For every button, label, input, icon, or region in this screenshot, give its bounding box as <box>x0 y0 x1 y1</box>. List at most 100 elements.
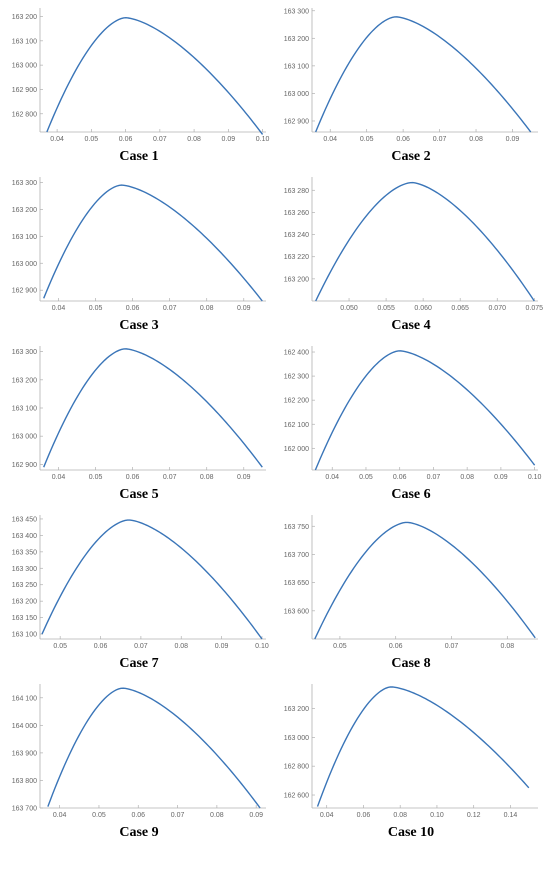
y-tick-label: 163 000 <box>284 735 309 742</box>
y-tick-label: 162 900 <box>12 87 37 94</box>
x-tick-label: 0.06 <box>393 474 407 481</box>
y-tick-label: 163 450 <box>12 516 37 523</box>
series-line <box>314 521 536 640</box>
x-tick-label: 0.06 <box>119 136 133 143</box>
line-chart: 162 900 163 000 163 100 163 200 163 300 0.04 0… <box>12 177 266 312</box>
y-tick-label: 163 240 <box>284 232 309 239</box>
series-line <box>43 348 263 468</box>
x-tick-label: 0.075 <box>526 305 544 312</box>
chart-panel: 163 200 163 220 163 240 163 260 163 280 0.050… <box>276 171 546 345</box>
line-chart: 162 900 163 000 163 100 163 200 163 300 0.04 0… <box>284 8 538 143</box>
y-tick-label: 163 200 <box>12 207 37 214</box>
x-tick-label: 0.08 <box>174 643 188 650</box>
series-line <box>47 687 261 809</box>
x-tick-label: 0.10 <box>255 643 269 650</box>
y-tick-label: 162 900 <box>12 462 37 469</box>
y-tick-label: 163 200 <box>284 706 309 713</box>
y-tick-label: 163 200 <box>284 276 309 283</box>
x-tick-label: 0.06 <box>396 136 410 143</box>
y-tick-label: 163 300 <box>12 349 37 356</box>
x-tick-label: 0.04 <box>320 812 334 819</box>
y-tick-label: 162 900 <box>12 288 37 295</box>
x-tick-label: 0.065 <box>451 305 469 312</box>
x-tick-label: 0.08 <box>200 474 214 481</box>
line-chart: 163 200 163 220 163 240 163 260 163 280 0.050… <box>284 177 544 312</box>
chart-title: Case 10 <box>387 825 435 840</box>
chart-title: Case 4 <box>391 318 431 333</box>
x-tick-label: 0.04 <box>323 136 337 143</box>
chart-panel: 163 600 163 650 163 700 163 750 0.05 0.06 0.07… <box>276 509 546 683</box>
x-tick-label: 0.05 <box>360 136 374 143</box>
x-tick-label: 0.055 <box>377 305 395 312</box>
x-tick-label: 0.09 <box>494 474 508 481</box>
y-tick-label: 163 200 <box>284 36 309 43</box>
y-tick-label: 163 100 <box>12 38 37 45</box>
chart-title: Case 7 <box>119 656 159 671</box>
x-tick-label: 0.070 <box>488 305 506 312</box>
x-tick-label: 0.06 <box>126 474 140 481</box>
x-tick-label: 0.08 <box>393 812 407 819</box>
y-tick-label: 163 250 <box>12 582 37 589</box>
x-tick-label: 0.09 <box>215 643 229 650</box>
chart-title: Case 2 <box>391 149 431 164</box>
y-tick-label: 163 600 <box>284 608 309 615</box>
series-line <box>46 17 264 135</box>
y-tick-label: 162 100 <box>284 422 309 429</box>
x-tick-label: 0.05 <box>92 812 106 819</box>
chart-panel: 163 100 163 150 163 200 163 250 163 300 163 3… <box>4 509 274 683</box>
series-line <box>315 16 532 133</box>
x-tick-label: 0.08 <box>500 643 514 650</box>
x-tick-label: 0.05 <box>53 643 67 650</box>
x-tick-label: 0.10 <box>528 474 542 481</box>
x-tick-label: 0.05 <box>89 305 103 312</box>
chart-panel: 162 900 163 000 163 100 163 200 163 300 0.04 0… <box>276 2 546 176</box>
y-tick-label: 163 000 <box>12 63 37 70</box>
y-tick-label: 163 700 <box>284 552 309 559</box>
x-tick-label: 0.10 <box>256 136 270 143</box>
x-tick-label: 0.14 <box>504 812 518 819</box>
y-tick-label: 163 900 <box>12 750 37 757</box>
x-tick-label: 0.050 <box>340 305 358 312</box>
x-tick-label: 0.07 <box>433 136 447 143</box>
y-tick-label: 163 200 <box>12 377 37 384</box>
y-tick-label: 163 350 <box>12 549 37 556</box>
x-tick-label: 0.07 <box>134 643 148 650</box>
series-line <box>43 184 263 302</box>
x-tick-label: 0.04 <box>325 474 339 481</box>
chart-panel: 162 600 162 800 163 000 163 200 0.04 0.06 0.08… <box>276 678 546 852</box>
y-tick-label: 163 200 <box>12 14 37 21</box>
x-tick-label: 0.12 <box>467 812 481 819</box>
y-tick-label: 163 100 <box>284 63 309 70</box>
x-tick-label: 0.04 <box>50 136 64 143</box>
y-tick-label: 163 650 <box>284 580 309 587</box>
x-tick-label: 0.05 <box>85 136 99 143</box>
line-chart: 163 600 163 650 163 700 163 750 0.05 0.06 0.07… <box>284 515 538 650</box>
x-tick-label: 0.06 <box>357 812 371 819</box>
chart-title: Case 3 <box>119 318 159 333</box>
chart-title: Case 1 <box>119 149 159 164</box>
y-tick-label: 163 700 <box>12 806 37 813</box>
x-tick-label: 0.09 <box>506 136 520 143</box>
line-chart: 162 600 162 800 163 000 163 200 0.04 0.06 0.08… <box>284 684 538 819</box>
x-tick-label: 0.07 <box>163 474 177 481</box>
y-tick-label: 163 260 <box>284 210 309 217</box>
x-tick-label: 0.04 <box>52 474 66 481</box>
y-tick-label: 163 280 <box>284 188 309 195</box>
y-tick-label: 163 000 <box>12 434 37 441</box>
x-tick-label: 0.06 <box>126 305 140 312</box>
chart-panel: 162 900 163 000 163 100 163 200 163 300 0.04 0… <box>4 340 274 514</box>
x-tick-label: 0.06 <box>94 643 108 650</box>
chart-panel: 162 800 162 900 163 000 163 100 163 200 0.04 0… <box>4 2 274 176</box>
y-tick-label: 162 800 <box>284 764 309 771</box>
y-tick-label: 163 150 <box>12 615 37 622</box>
x-tick-label: 0.09 <box>237 474 251 481</box>
series-line <box>316 686 530 807</box>
x-tick-label: 0.08 <box>460 474 474 481</box>
y-tick-label: 162 200 <box>284 398 309 405</box>
x-tick-label: 0.10 <box>430 812 444 819</box>
y-tick-label: 162 000 <box>284 446 309 453</box>
y-tick-label: 163 300 <box>284 8 309 15</box>
series-line <box>314 350 536 471</box>
x-tick-label: 0.09 <box>237 305 251 312</box>
x-tick-label: 0.060 <box>414 305 432 312</box>
